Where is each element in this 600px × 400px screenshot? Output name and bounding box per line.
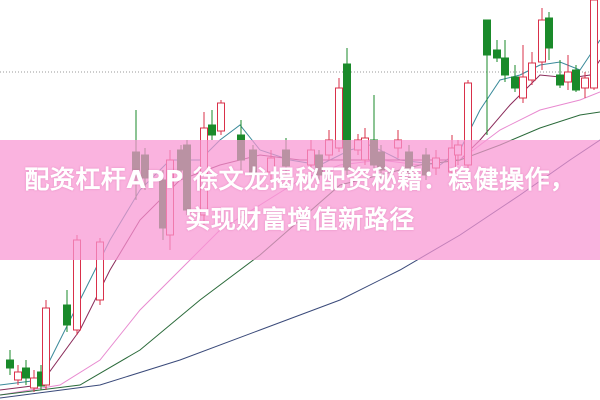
candle-up: [30, 377, 38, 389]
candle-down: [483, 19, 491, 56]
headline-line-1: 配资杠杆APP 徐文龙揭秘配资秘籍：稳健操作，: [24, 165, 576, 194]
candle-up: [14, 371, 22, 381]
candle-down: [208, 124, 216, 136]
candle-down: [493, 49, 501, 59]
candle-up: [538, 19, 546, 63]
candle-down: [501, 57, 509, 76]
candle-down: [511, 76, 519, 89]
candle-up: [581, 77, 589, 89]
candle-down: [22, 367, 30, 379]
candle-down: [556, 74, 564, 86]
candle-up: [590, 0, 598, 89]
candle-down: [572, 69, 580, 91]
candle-down: [6, 359, 14, 369]
candle-down: [545, 17, 553, 49]
headline-overlay-band: [0, 140, 600, 260]
candle-up: [42, 307, 50, 386]
candle-up: [564, 71, 572, 83]
candle-up: [217, 102, 225, 132]
headline: 配资杠杆APP 徐文龙揭秘配资秘籍：稳健操作， 实现财富增值新路径: [0, 160, 600, 240]
candle-up: [519, 76, 527, 99]
candle-up: [335, 87, 343, 149]
candle-up: [528, 62, 536, 81]
headline-line-2: 实现财富增值新路径: [185, 205, 415, 234]
candle-down: [63, 304, 71, 326]
